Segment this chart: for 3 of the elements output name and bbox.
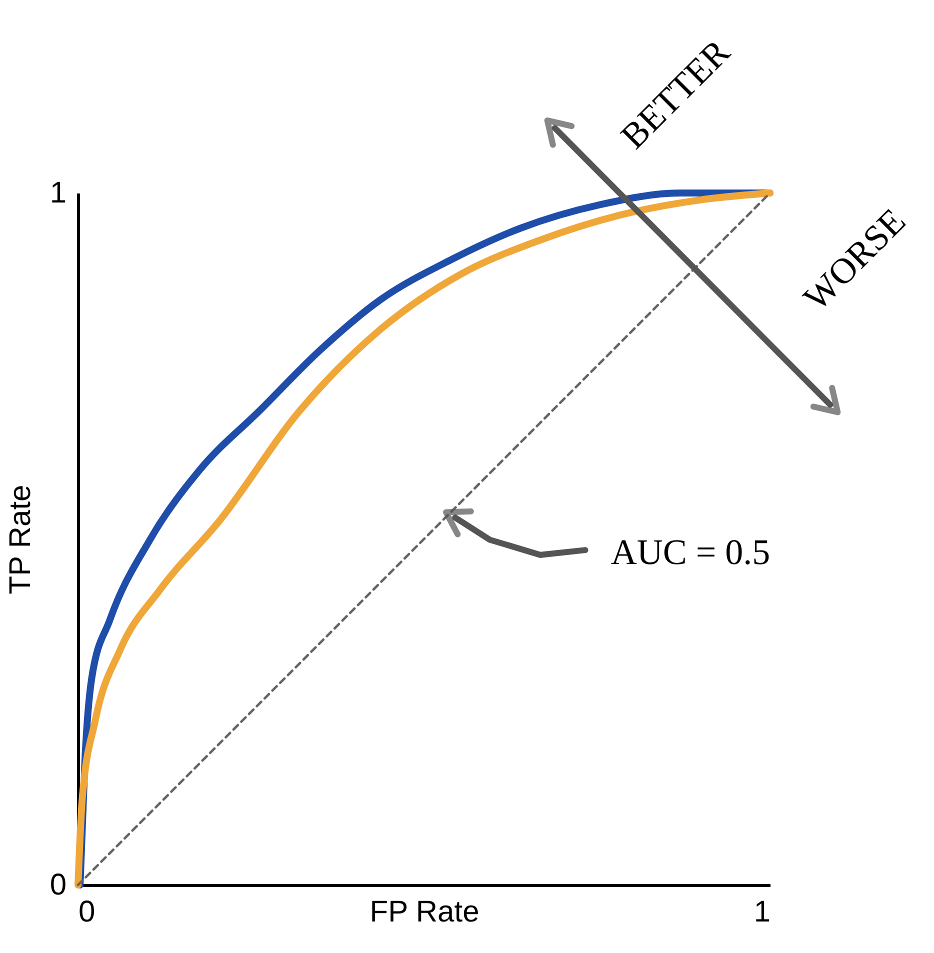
annotation: AUC = 0.5 [610, 532, 770, 572]
x-axis-title: FP Rate [370, 896, 480, 928]
y-axis-title: TP Rate [4, 484, 37, 594]
